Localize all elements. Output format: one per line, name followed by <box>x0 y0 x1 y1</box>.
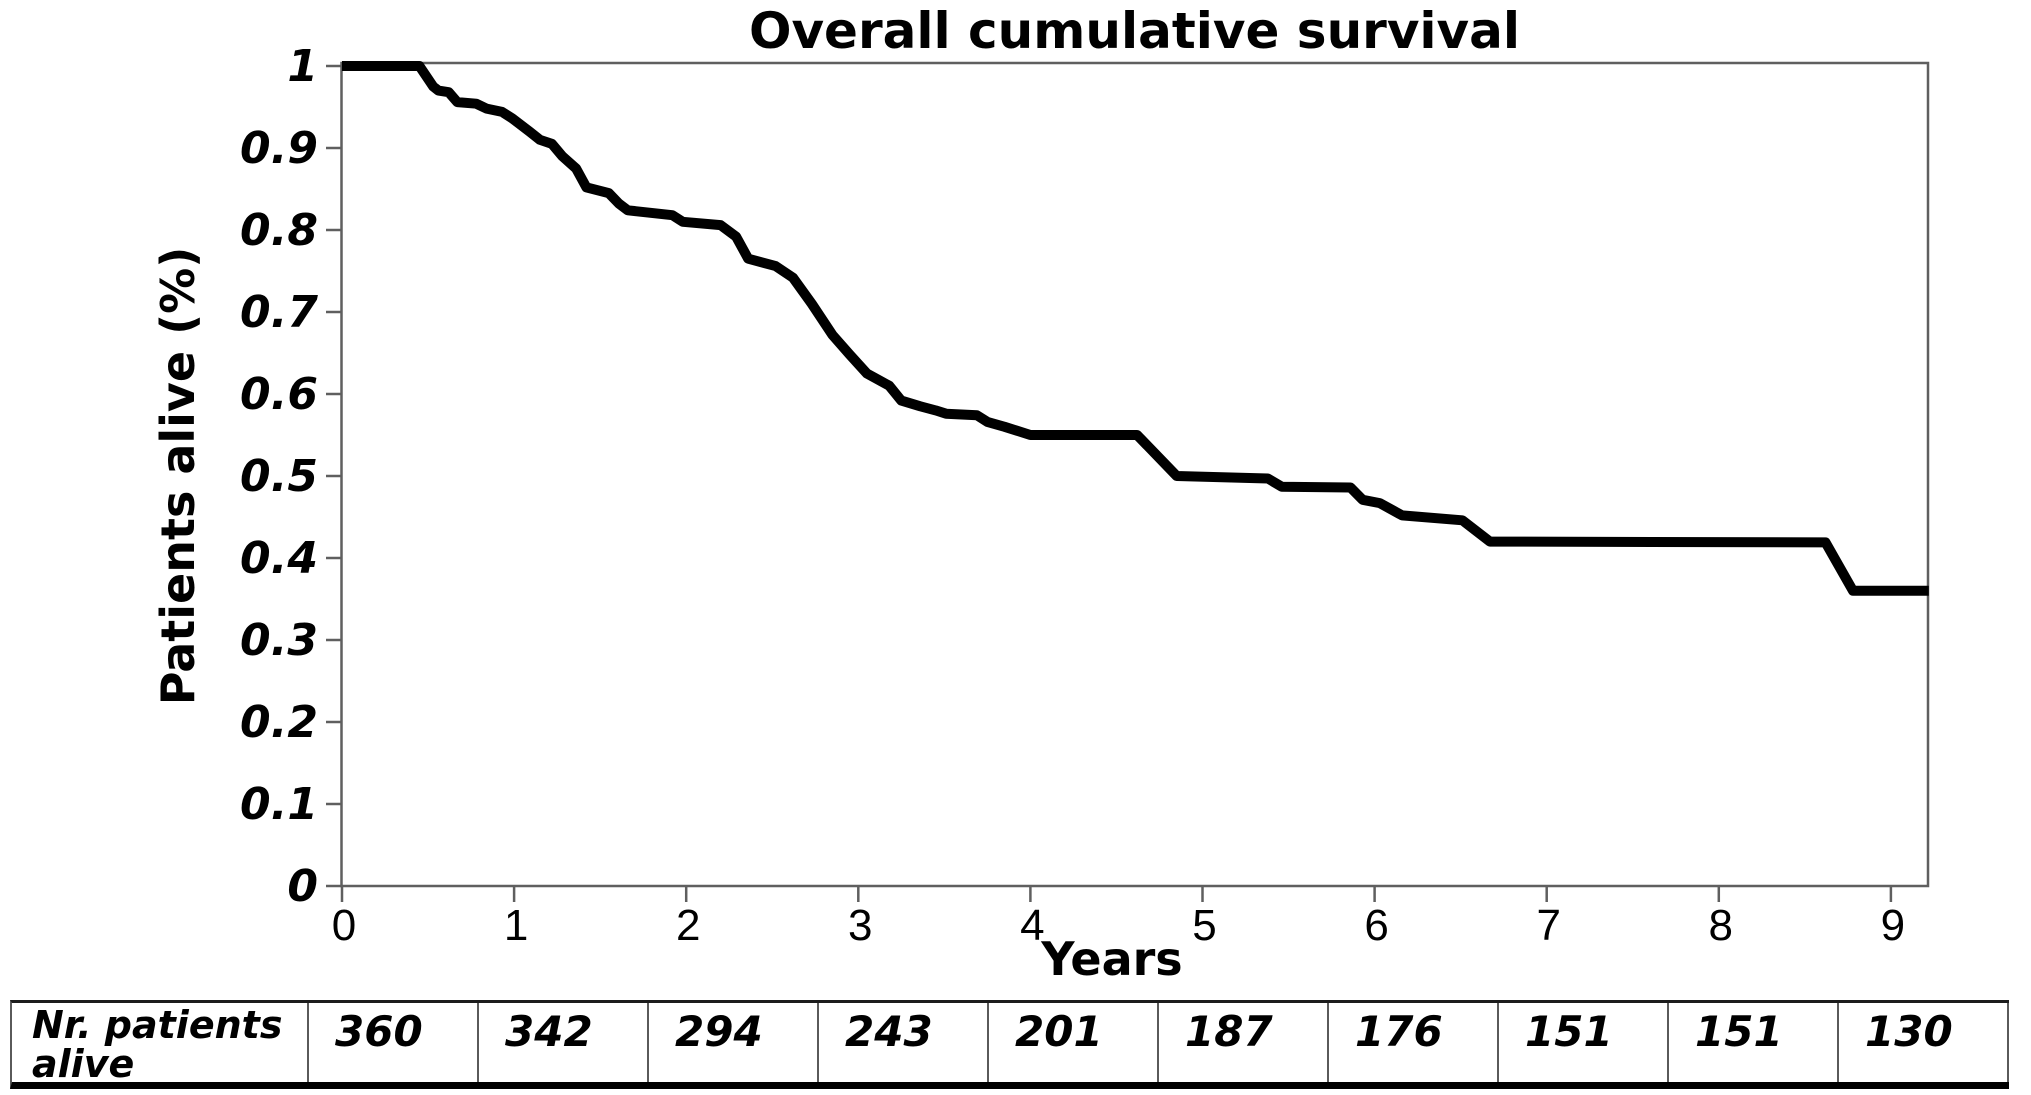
risk-table-value-year-5: 187 <box>1159 1003 1329 1082</box>
risk-table-value-year-9: 130 <box>1839 1003 2009 1082</box>
y-tick-label-0.9: 0.9 <box>240 123 318 174</box>
y-tick-label-0: 0 <box>287 861 318 912</box>
x-tick-label-4: 4 <box>1020 901 1044 950</box>
y-tick-label-0.2: 0.2 <box>240 697 318 748</box>
survival-plot: 1 0.9 0.8 0.7 0.6 0.5 0.4 0.3 0.2 0.1 00 1 2 3 4 5 6 7 8 9 <box>240 41 1930 950</box>
x-tick-label-6: 6 <box>1364 901 1388 950</box>
risk-table-value-year-4: 201 <box>989 1003 1159 1082</box>
risk-table: Nr. patients alive 360 342 294 243 201 187 176… <box>10 1000 2009 1089</box>
risk-table-value-year-2: 294 <box>649 1003 819 1082</box>
risk-table-value-year-3: 243 <box>819 1003 989 1082</box>
x-tick-label-9: 9 <box>1881 901 1905 950</box>
y-tick-label-0.1: 0.1 <box>240 779 318 830</box>
x-axis-title: Years <box>1041 932 1183 986</box>
y-tick-label-1: 1 <box>287 41 318 92</box>
chart-title: Overall cumulative survival <box>748 2 1521 60</box>
risk-table-value-year-1: 342 <box>479 1003 649 1082</box>
y-tick-label-0.6: 0.6 <box>240 369 318 420</box>
risk-table-value-year-7: 151 <box>1499 1003 1669 1082</box>
x-tick-label-5: 5 <box>1192 901 1216 950</box>
x-tick-label-7: 7 <box>1536 901 1560 950</box>
x-tick-label-8: 8 <box>1709 901 1733 950</box>
x-tick-label-2: 2 <box>676 901 700 950</box>
y-tick-label-0.5: 0.5 <box>240 451 318 502</box>
risk-table-label-line1: Nr. patients <box>32 1003 283 1047</box>
y-tick-label-0.4: 0.4 <box>240 533 318 584</box>
survival-curve <box>342 61 1929 596</box>
x-tick-label-3: 3 <box>848 901 872 950</box>
y-tick-label-0.3: 0.3 <box>240 615 318 666</box>
x-tick-label-0: 0 <box>332 901 356 950</box>
risk-table-value-year-0: 360 <box>309 1003 479 1082</box>
risk-table-label: Nr. patients alive <box>12 1003 309 1086</box>
x-tick-label-1: 1 <box>504 901 528 950</box>
plot-frame <box>340 61 1930 888</box>
y-tick-label-0.8: 0.8 <box>240 205 318 256</box>
risk-table-value-year-8: 151 <box>1669 1003 1839 1082</box>
risk-table-value-year-6: 176 <box>1329 1003 1499 1082</box>
y-tick-label-0.7: 0.7 <box>240 287 318 338</box>
risk-table-label-line2: alive <box>32 1042 135 1086</box>
